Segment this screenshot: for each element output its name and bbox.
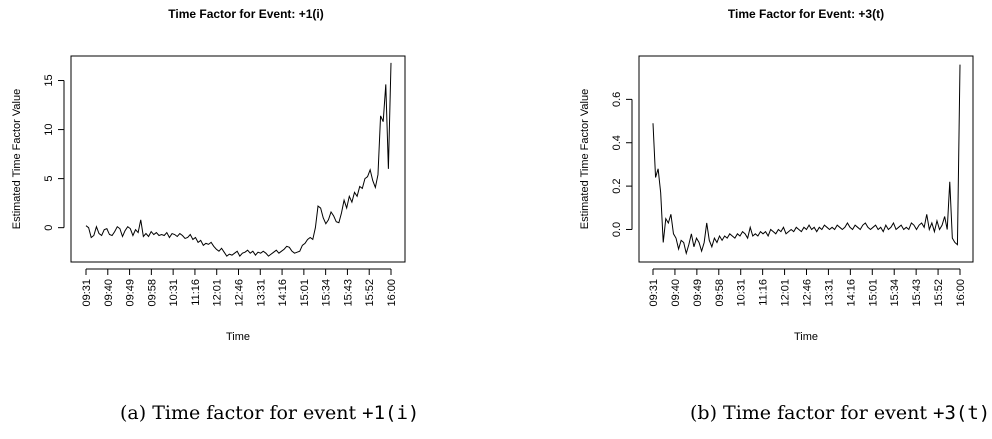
chart-a-plot-frame xyxy=(70,55,406,263)
chart-b-x-tick-label: 09:40 xyxy=(670,279,682,307)
chart-a-x-tick-label: 14:16 xyxy=(277,279,289,307)
caption-b: (b) Time factor for event +3(t) xyxy=(690,402,990,424)
chart-a-x-tick-label: 10:31 xyxy=(168,279,180,307)
chart-a-x-tick-label: 09:40 xyxy=(103,279,115,307)
caption-a: (a) Time factor for event +1(i) xyxy=(120,402,419,424)
chart-a-x-tick-label: 15:52 xyxy=(364,279,376,307)
chart-b-x-tick-label: 14:16 xyxy=(845,279,857,307)
chart-b-x-tick-label: 15:34 xyxy=(889,279,901,307)
chart-a-y-tick-label: 5 xyxy=(43,176,55,182)
chart-b-x-tick-label: 12:46 xyxy=(802,279,814,307)
chart-a-x-tick-label: 15:43 xyxy=(342,279,354,307)
chart-b-x-tick-label: 09:58 xyxy=(714,279,726,307)
chart-b-x-tick-label: 15:52 xyxy=(933,279,945,307)
chart-b-x-tick-label: 15:43 xyxy=(911,279,923,307)
chart-a-title: Time Factor for Event: +1(i) xyxy=(168,7,323,21)
chart-b-y-axis: 0.0 0.2 0.4 0.6 xyxy=(611,92,633,237)
chart-b-x-tick-label: 15:01 xyxy=(867,279,879,307)
chart-b-x-label: Time xyxy=(794,331,818,343)
chart-b-y-tick-label: 0.6 xyxy=(611,92,623,107)
chart-a-y-label: Estimated Time Factor Value xyxy=(11,89,23,229)
caption-a-text: (a) Time factor for event xyxy=(120,402,363,424)
chart-b-x-tick-label: 16:00 xyxy=(955,279,967,307)
chart-a-y-axis: 0 5 10 15 xyxy=(43,74,65,231)
chart-a-x-tick-label: 12:01 xyxy=(212,279,224,307)
chart-a-x-axis: 09:31 09:40 09:49 09:58 10:31 11:16 12:01 12:46… xyxy=(81,268,398,307)
chart-a-x-tick-label: 11:16 xyxy=(190,279,202,306)
chart-b-plot-frame xyxy=(638,55,974,263)
chart-b-x-tick-label: 09:31 xyxy=(648,279,660,307)
chart-a-x-tick-label: 16:00 xyxy=(386,279,398,307)
caption-a-code: +1(i) xyxy=(362,402,420,424)
chart-a-x-tick-label: 09:31 xyxy=(81,279,93,307)
chart-b-x-tick-label: 09:49 xyxy=(692,279,704,307)
chart-b-y-label: Estimated Time Factor Value xyxy=(579,89,591,229)
chart-panel-a: Time Factor for Event: +1(i) 0 5 10 15 09:3… xyxy=(11,7,406,343)
chart-a-x-label: Time xyxy=(226,331,250,343)
chart-b-title: Time Factor for Event: +3(t) xyxy=(728,7,884,21)
chart-a-x-tick-label: 12:46 xyxy=(234,279,246,307)
chart-a-x-tick-label: 15:01 xyxy=(299,279,311,307)
chart-b-x-tick-label: 13:31 xyxy=(823,279,835,307)
chart-a-y-tick-label: 10 xyxy=(43,123,55,135)
chart-b-x-axis: 09:31 09:40 09:49 09:58 10:31 11:16 12:01 12:46… xyxy=(648,268,967,307)
chart-a-x-tick-label: 09:58 xyxy=(146,279,158,307)
chart-b-series-line xyxy=(652,64,961,256)
chart-b-y-tick-label: 0.0 xyxy=(611,222,623,237)
chart-b-y-tick-label: 0.2 xyxy=(611,178,623,193)
caption-b-text: (b) Time factor for event xyxy=(690,402,934,424)
chart-b-x-tick-label: 12:01 xyxy=(780,279,792,307)
caption-b-code: +3(t) xyxy=(933,402,991,424)
chart-b-x-tick-label: 11:16 xyxy=(758,279,770,306)
chart-a-y-tick-label: 15 xyxy=(43,74,55,86)
chart-b-y-tick-label: 0.4 xyxy=(611,135,623,150)
chart-a-x-tick-label: 09:49 xyxy=(125,279,137,307)
chart-b-x-tick-label: 10:31 xyxy=(736,279,748,307)
chart-a-x-tick-label: 13:31 xyxy=(255,279,267,307)
chart-a-series-line xyxy=(85,62,392,257)
chart-a-y-tick-label: 0 xyxy=(43,225,55,231)
chart-a-x-tick-label: 15:34 xyxy=(321,279,333,307)
chart-panel-b: Time Factor for Event: +3(t) 0.00.20.40.… xyxy=(579,7,974,343)
